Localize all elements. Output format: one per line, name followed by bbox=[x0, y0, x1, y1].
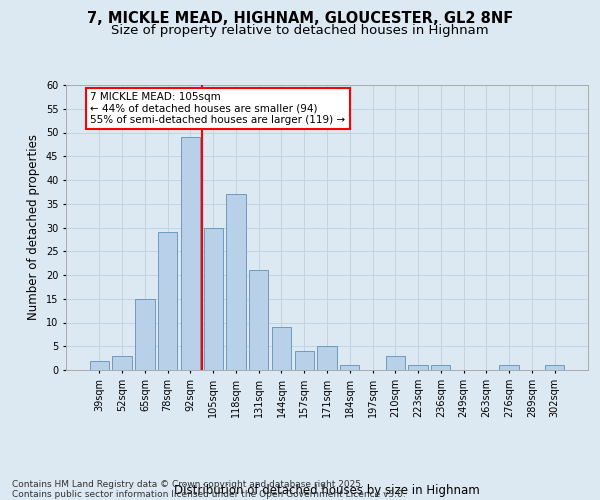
Bar bbox=[295, 351, 314, 370]
Bar bbox=[181, 137, 200, 370]
Bar bbox=[409, 365, 428, 370]
Bar bbox=[545, 365, 564, 370]
Text: Contains HM Land Registry data © Crown copyright and database right 2025.
Contai: Contains HM Land Registry data © Crown c… bbox=[12, 480, 406, 499]
Bar bbox=[499, 365, 519, 370]
Bar bbox=[226, 194, 245, 370]
Bar bbox=[431, 365, 451, 370]
Bar bbox=[112, 356, 132, 370]
Text: Size of property relative to detached houses in Highnam: Size of property relative to detached ho… bbox=[111, 24, 489, 37]
Bar bbox=[386, 356, 405, 370]
Bar bbox=[317, 346, 337, 370]
Bar bbox=[158, 232, 178, 370]
Text: 7, MICKLE MEAD, HIGHNAM, GLOUCESTER, GL2 8NF: 7, MICKLE MEAD, HIGHNAM, GLOUCESTER, GL2… bbox=[87, 11, 513, 26]
Bar bbox=[340, 365, 359, 370]
Bar bbox=[203, 228, 223, 370]
Bar bbox=[135, 298, 155, 370]
Bar bbox=[272, 327, 291, 370]
X-axis label: Distribution of detached houses by size in Highnam: Distribution of detached houses by size … bbox=[174, 484, 480, 496]
Bar bbox=[90, 360, 109, 370]
Y-axis label: Number of detached properties: Number of detached properties bbox=[28, 134, 40, 320]
Text: 7 MICKLE MEAD: 105sqm
← 44% of detached houses are smaller (94)
55% of semi-deta: 7 MICKLE MEAD: 105sqm ← 44% of detached … bbox=[90, 92, 346, 126]
Bar bbox=[249, 270, 268, 370]
